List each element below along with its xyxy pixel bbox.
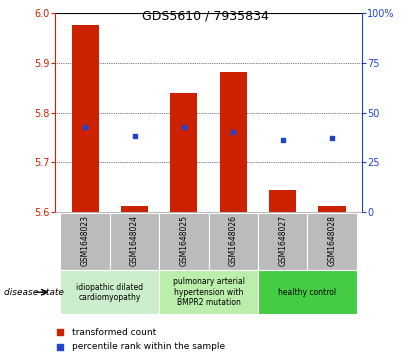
Point	[131, 134, 138, 139]
Text: idiopathic dilated
cardiomyopathy: idiopathic dilated cardiomyopathy	[76, 282, 143, 302]
Bar	[72, 25, 99, 212]
Bar	[60, 270, 159, 314]
Bar	[60, 213, 110, 270]
Bar	[220, 72, 247, 212]
Text: transformed count: transformed count	[72, 328, 156, 337]
Point	[329, 135, 335, 141]
Bar	[319, 206, 346, 212]
Text: GSM1648028: GSM1648028	[328, 215, 337, 266]
Point	[230, 130, 237, 135]
Point	[180, 123, 187, 129]
Text: GDS5610 / 7935834: GDS5610 / 7935834	[142, 9, 269, 22]
Text: percentile rank within the sample: percentile rank within the sample	[72, 342, 225, 351]
Bar	[110, 213, 159, 270]
Text: GSM1648026: GSM1648026	[229, 215, 238, 266]
Text: disease state: disease state	[4, 288, 64, 297]
Bar	[121, 206, 148, 212]
Bar	[159, 270, 258, 314]
Text: GSM1648024: GSM1648024	[130, 215, 139, 266]
Bar	[209, 213, 258, 270]
Bar	[258, 270, 357, 314]
Text: GSM1648025: GSM1648025	[179, 215, 188, 266]
Text: pulmonary arterial
hypertension with
BMPR2 mutation: pulmonary arterial hypertension with BMP…	[173, 277, 245, 307]
Point	[279, 138, 286, 143]
Point	[82, 123, 88, 129]
Bar	[269, 190, 296, 212]
Bar	[307, 213, 357, 270]
Bar	[170, 93, 197, 212]
Point	[56, 329, 63, 335]
Text: GSM1648023: GSM1648023	[81, 215, 90, 266]
Bar	[258, 213, 307, 270]
Point	[56, 344, 63, 350]
Bar	[159, 213, 209, 270]
Text: healthy control: healthy control	[278, 288, 337, 297]
Text: GSM1648027: GSM1648027	[278, 215, 287, 266]
